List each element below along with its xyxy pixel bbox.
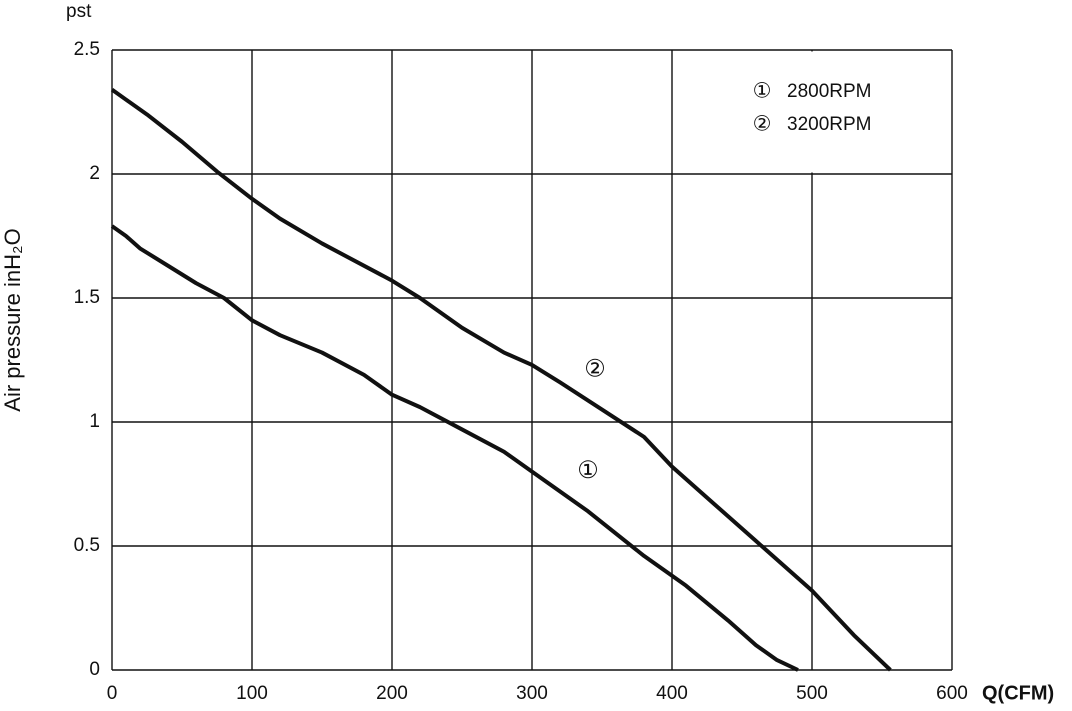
x-tick-label: 600: [936, 683, 968, 704]
legend-label: 3200RPM: [787, 114, 872, 135]
y-tick-label: 2.5: [74, 39, 100, 60]
legend-marker: ①: [753, 80, 772, 103]
y-tick-label: 1.5: [74, 287, 100, 308]
legend-label: 2800RPM: [787, 81, 872, 102]
legend-marker: ②: [753, 113, 772, 136]
x-tick-label: 0: [107, 683, 118, 704]
legend-box: [735, 51, 951, 173]
y-axis-label: Air pressure inH₂O: [0, 228, 25, 411]
series-line: [110, 224, 799, 672]
x-tick-label: 100: [236, 683, 268, 704]
curve-label: ①: [577, 457, 599, 484]
y-tick-label: 0.5: [74, 535, 100, 556]
x-tick-label: 400: [656, 683, 688, 704]
y-tick-label: 0: [89, 659, 100, 680]
y-unit-label: pst: [66, 1, 92, 22]
x-tick-label: 500: [796, 683, 828, 704]
y-tick-label: 1: [89, 411, 100, 432]
y-tick-label: 2: [89, 163, 100, 184]
x-tick-label: 200: [376, 683, 408, 704]
curve-label: ②: [584, 355, 606, 382]
x-tick-label: 300: [516, 683, 548, 704]
x-axis-label: Q(CFM): [982, 682, 1054, 704]
series-line: [110, 88, 892, 672]
